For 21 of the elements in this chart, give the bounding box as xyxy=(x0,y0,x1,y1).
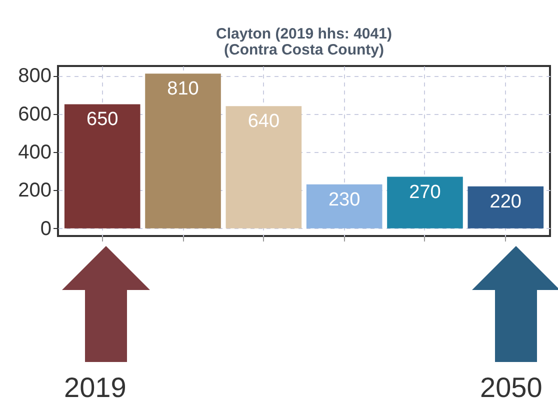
y-tick-label: 0 xyxy=(40,218,52,240)
text: 2019 xyxy=(64,372,126,404)
y-tick-label: 600 xyxy=(18,103,52,126)
bar xyxy=(145,74,221,228)
bar xyxy=(64,104,140,228)
bar xyxy=(387,176,463,228)
data-label: 220 xyxy=(490,191,522,212)
y-tick-label: 400 xyxy=(18,141,52,164)
text: 2050 xyxy=(480,372,542,404)
data-label: 230 xyxy=(328,189,360,210)
data-label: 650 xyxy=(86,109,118,130)
chart-subtitle: (Contra Costa County) xyxy=(224,42,384,59)
data-label: 640 xyxy=(248,111,280,132)
y-tick-label: 800 xyxy=(18,65,52,88)
bar xyxy=(306,184,382,228)
chart-title: Clayton (2019 hhs: 4041) xyxy=(216,26,392,43)
data-label: 810 xyxy=(167,78,199,100)
data-label: 270 xyxy=(409,182,441,203)
bar xyxy=(468,186,544,228)
y-tick-label: 200 xyxy=(18,180,52,202)
bar xyxy=(226,106,302,228)
